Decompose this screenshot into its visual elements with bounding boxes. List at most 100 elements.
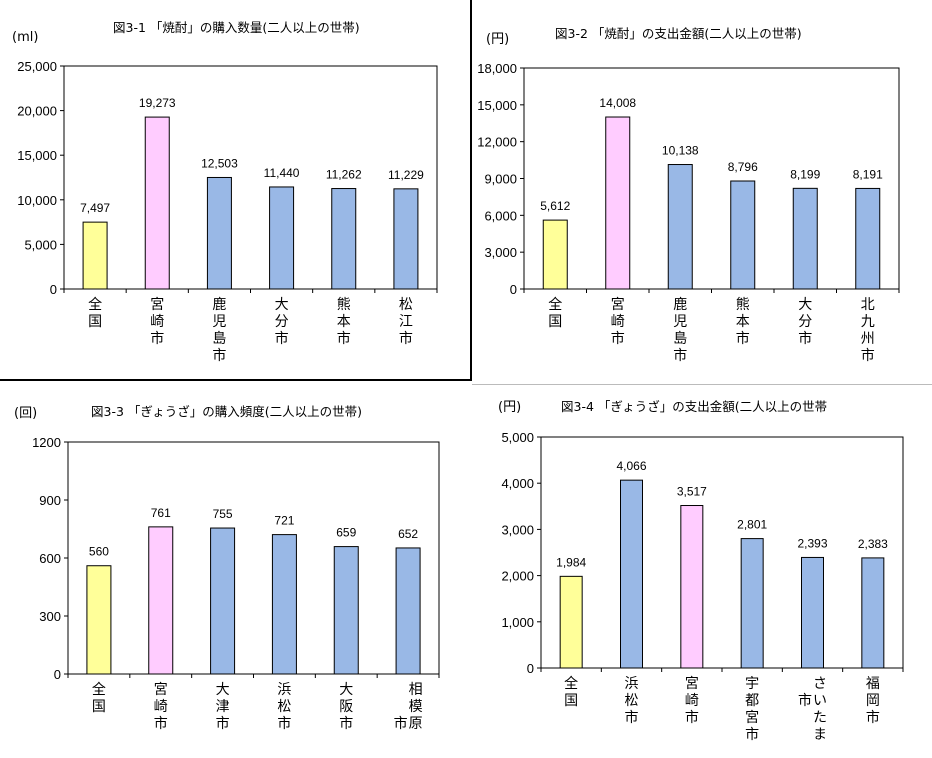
category-label: 市 [745,726,759,743]
category-label: 原 [409,716,423,732]
category-label: 市 [685,709,699,726]
category-label: 本 [736,314,750,330]
y-tick-label: 0 [510,282,517,297]
y-tick-label: 0 [527,661,534,676]
y-tick-label: 25,000 [17,59,57,74]
category-label: 福 [866,676,880,692]
bar [144,116,170,290]
data-label: 7,497 [80,201,110,215]
category-label: 国 [564,693,578,709]
category-label: 宮 [745,710,759,726]
category-label: 児 [673,314,687,330]
chart-svg-shochu-quantity: 図3-1 「焼酎」の購入数量(二人以上の世帯) (ml) 0 5,000 10,000 1… [12,20,438,364]
category-label: 全 [88,296,102,313]
category-label: さ [813,676,827,692]
data-label: 761 [151,506,171,520]
category-label: 大 [216,682,230,698]
chart-title: 図3-1 「焼酎」の購入数量(二人以上の世帯) [113,20,360,35]
category-label: 国 [92,699,106,715]
category-label: 熊 [736,297,750,313]
category-label: 国 [88,314,102,330]
bar [271,534,297,675]
y-tick-label: 6,000 [484,208,517,223]
data-label: 11,229 [388,168,424,182]
data-label: 11,262 [326,168,362,182]
divider-vertical-top [470,0,472,381]
y-tick-label: 0 [54,667,61,682]
category-label: 市 [277,715,291,732]
category-label: 阪 [339,699,353,715]
category-label: た [813,710,827,726]
data-label: 659 [336,526,356,540]
data-label: 5,612 [540,199,570,213]
category-label: 市 [394,715,408,732]
plot-area [63,65,438,290]
category-label: 全 [548,296,562,313]
data-label: 1,984 [556,555,586,569]
bar [861,557,885,669]
y-tick-label: 15,000 [17,148,57,163]
y-tick-label: 5,000 [501,430,534,445]
category-label: 浜 [625,676,639,692]
category-label: 市 [275,330,289,347]
bar [740,538,764,669]
y-tick-label: 1200 [32,435,61,450]
data-label: 14,008 [599,96,636,110]
category-label: 崎 [685,693,699,709]
data-label: 2,801 [737,518,767,532]
bar [86,565,112,675]
bar [792,187,818,290]
category-label: 宮 [685,676,699,692]
data-label: 2,383 [858,537,888,551]
category-label: 相 [409,682,423,698]
category-label: 市 [625,709,639,726]
category-label: 大 [275,297,289,313]
data-label: 11,440 [264,166,300,180]
chart-panel-1: 図3-1 「焼酎」の購入数量(二人以上の世帯) (ml) 0 5,000 10,000 1… [0,0,470,380]
bar [620,479,643,669]
category-label: 崎 [611,314,625,330]
plot-area [540,436,904,669]
category-label: 市 [150,330,164,347]
y-unit-label: (円) [498,400,521,415]
category-label: 市 [673,347,687,364]
category-label: 松 [277,699,291,715]
bar [393,188,419,290]
category-label: 児 [212,314,226,330]
category-label: ま [813,727,827,743]
plot-area [67,441,440,675]
y-tick-label: 600 [39,551,61,566]
bar [395,547,421,675]
category-label: 松 [625,693,639,709]
category-label: 市 [866,709,880,726]
category-label: 全 [92,681,106,698]
y-tick-label: 3,000 [501,522,534,537]
category-label: 宮 [154,682,168,698]
category-label: 九 [861,314,875,330]
y-unit-label: (円) [486,32,509,47]
chart-svg-shochu-spending: 図3-2 「焼酎」の支出金額(二人以上の世帯) (円) 0 3,000 6,000 9,0… [477,26,900,364]
category-label: 北 [861,297,875,313]
category-label: 宮 [150,297,164,313]
bar [542,219,568,290]
category-label: 市 [154,715,168,732]
category-label: 市 [216,715,230,732]
bar [331,188,357,290]
category-label: 松 [399,297,413,313]
divider-horizontal-left [0,379,472,381]
category-label: 津 [216,699,230,715]
y-tick-label: 2,000 [501,569,534,584]
category-label: 大 [339,682,353,698]
category-label: 州 [861,331,875,347]
y-tick-label: 300 [39,609,61,624]
category-label: 岡 [866,693,880,709]
chart-title: 図3-2 「焼酎」の支出金額(二人以上の世帯) [555,26,802,41]
category-label: 市 [399,330,413,347]
bar [730,180,756,290]
chart-svg-gyoza-spending: 図3-4 「ぎょうざ」の支出金額(二人以上の世帯 (円) 0 1,000 2,000 3,… [498,399,904,743]
y-tick-label: 12,000 [477,135,517,150]
data-label: 8,796 [728,160,758,174]
category-label: 市 [861,347,875,364]
category-label: 市 [798,692,812,709]
category-label: 熊 [337,297,351,313]
